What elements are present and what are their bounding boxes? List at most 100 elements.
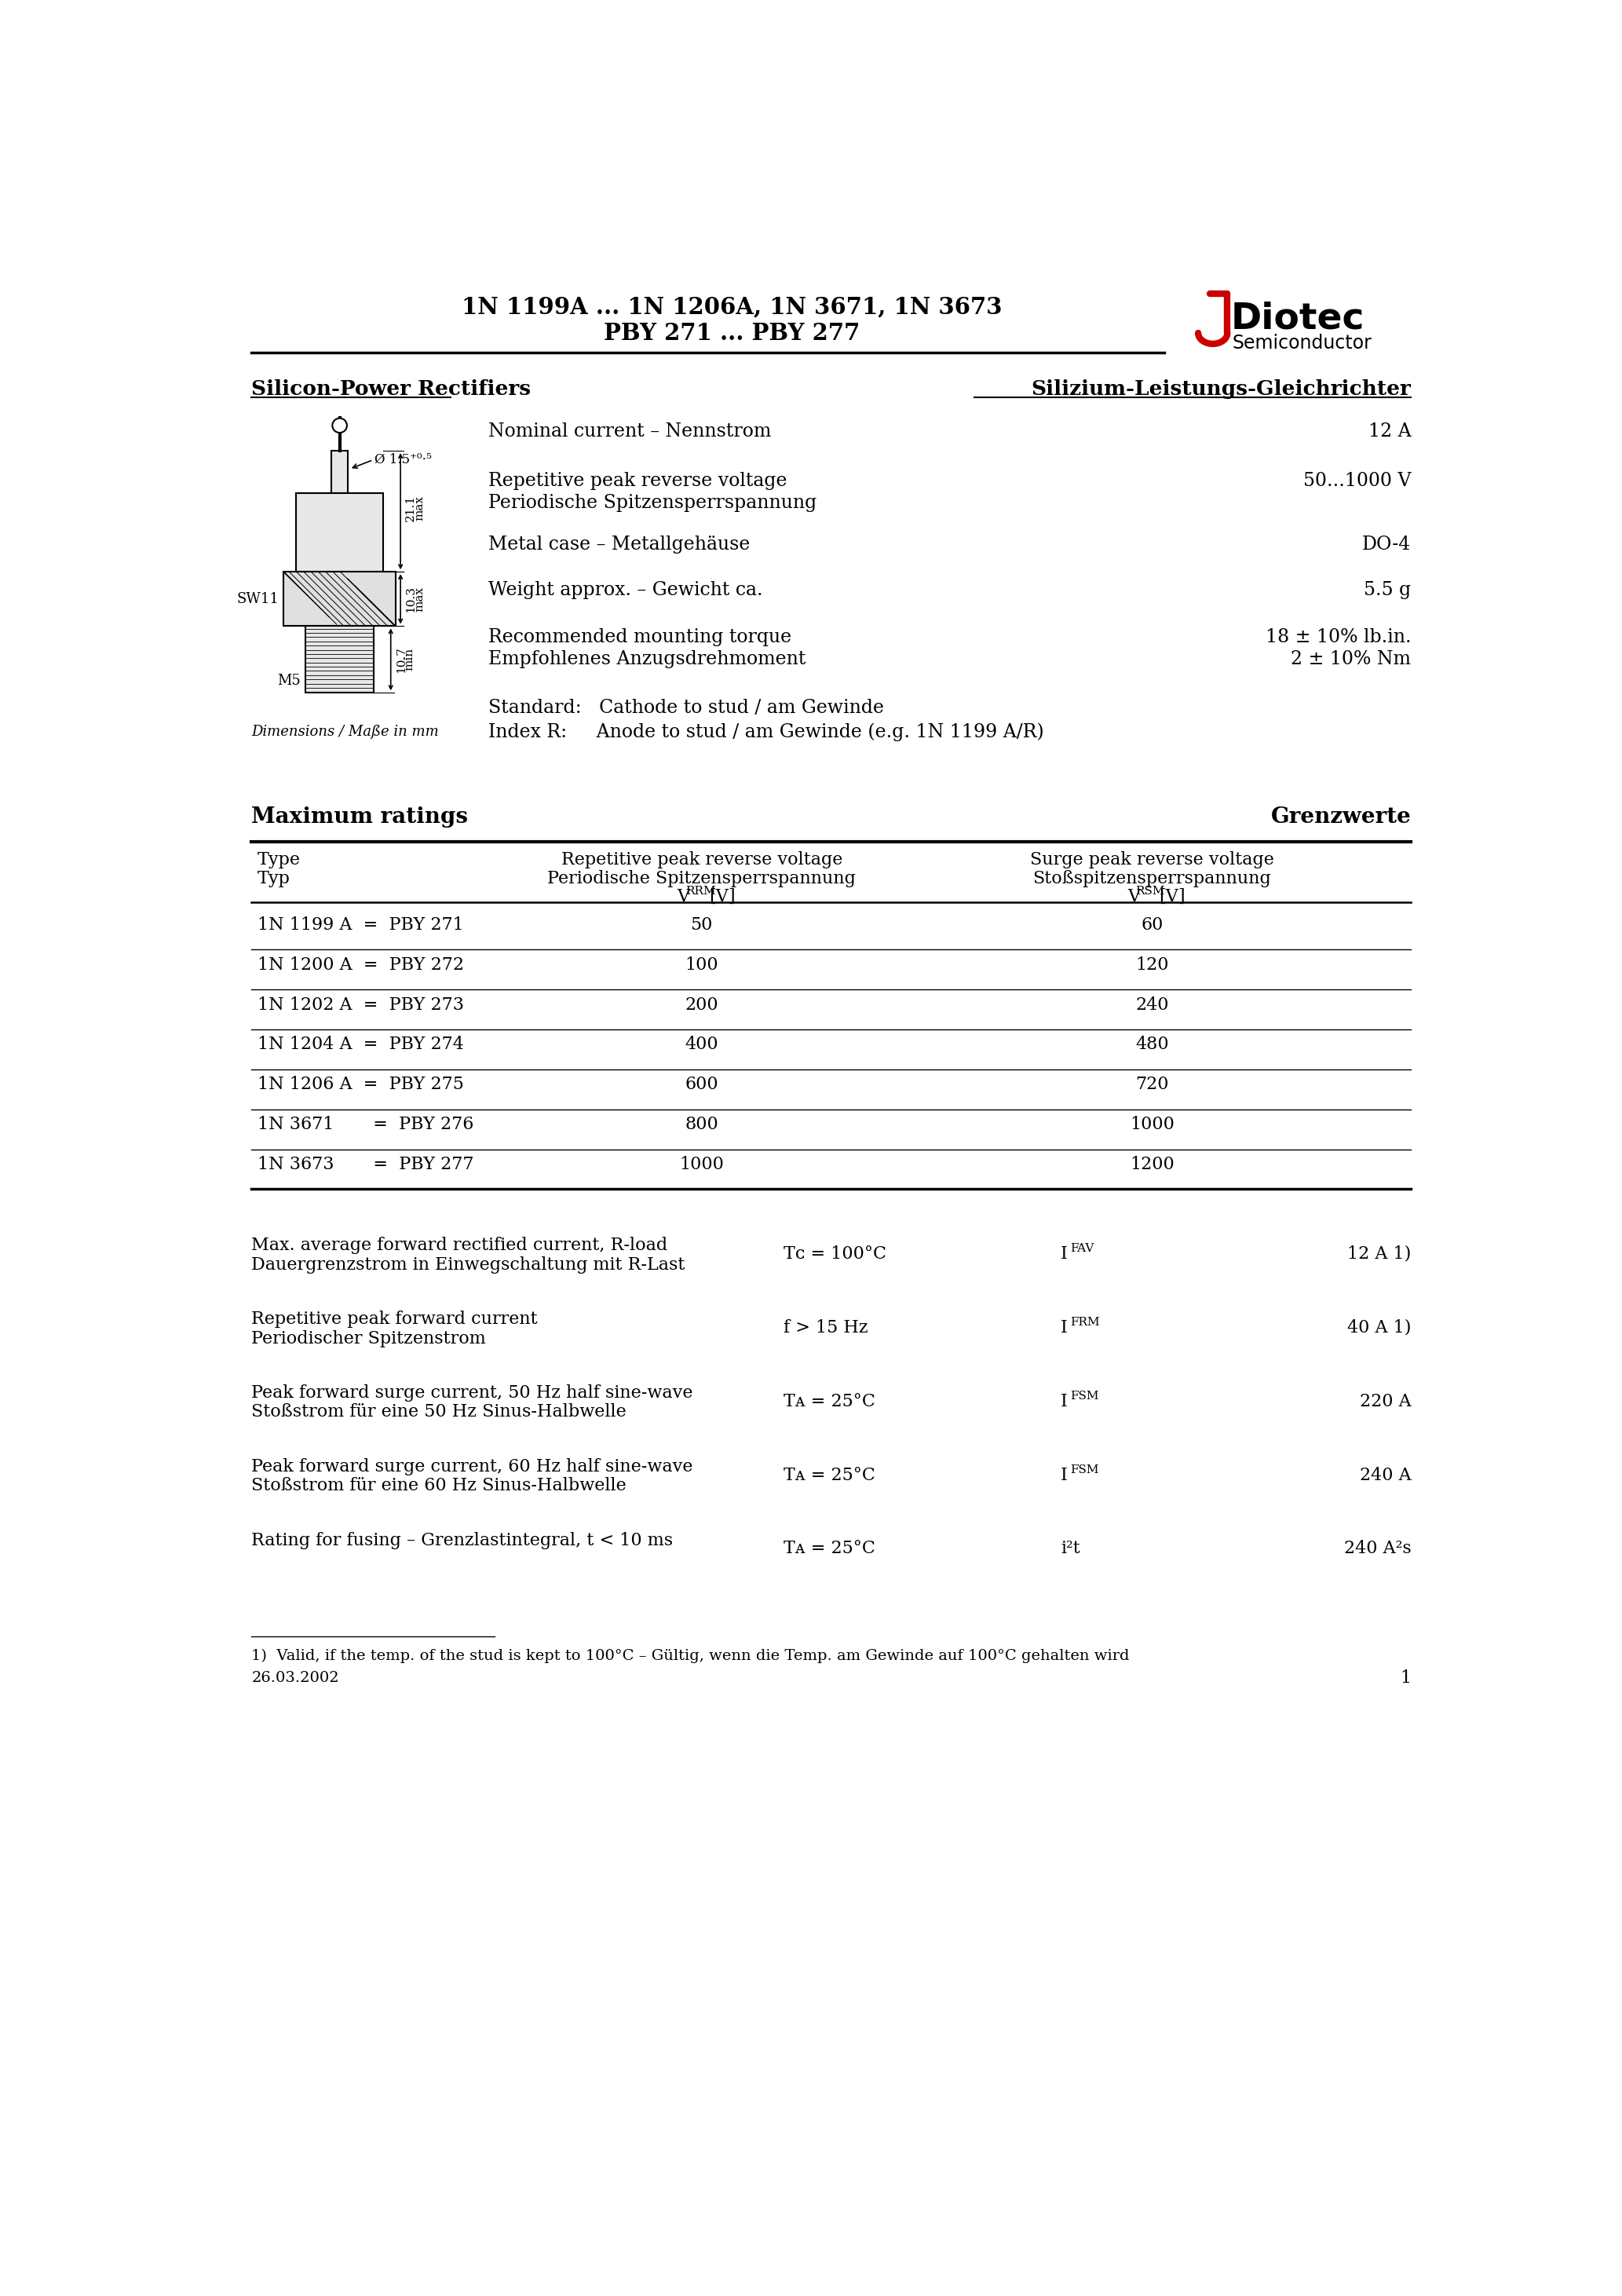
Text: f > 15 Hz: f > 15 Hz bbox=[783, 1318, 868, 1336]
Text: M5: M5 bbox=[277, 673, 300, 689]
Circle shape bbox=[333, 418, 347, 432]
Text: Diotec: Diotec bbox=[1231, 301, 1364, 338]
Text: 1)  Valid, if the temp. of the stud is kept to 100°C – Gültig, wenn die Temp. am: 1) Valid, if the temp. of the stud is ke… bbox=[251, 1649, 1129, 1662]
Text: Stoßspitzensperrspannung: Stoßspitzensperrspannung bbox=[1033, 870, 1272, 886]
Text: Repetitive peak reverse voltage: Repetitive peak reverse voltage bbox=[488, 473, 787, 489]
Text: 1N 3671       =  PBY 276: 1N 3671 = PBY 276 bbox=[258, 1116, 474, 1132]
Text: V: V bbox=[678, 889, 689, 905]
Text: Tᴀ = 25°C: Tᴀ = 25°C bbox=[783, 1467, 876, 1483]
Text: 1200: 1200 bbox=[1129, 1155, 1174, 1173]
Text: Nominal current – Nennstrom: Nominal current – Nennstrom bbox=[488, 422, 772, 441]
Text: Type: Type bbox=[258, 852, 300, 868]
Text: 800: 800 bbox=[684, 1116, 719, 1132]
Text: 21.1: 21.1 bbox=[406, 496, 417, 521]
Text: Periodischer Spitzenstrom: Periodischer Spitzenstrom bbox=[251, 1329, 487, 1348]
Text: Metal case – Metallgehäuse: Metal case – Metallgehäuse bbox=[488, 535, 751, 553]
Text: Typ: Typ bbox=[258, 870, 290, 886]
Text: min: min bbox=[404, 647, 415, 670]
Text: i²t: i²t bbox=[1061, 1541, 1080, 1557]
Text: Weight approx. – Gewicht ca.: Weight approx. – Gewicht ca. bbox=[488, 581, 764, 599]
Text: 1000: 1000 bbox=[680, 1155, 723, 1173]
Text: [V]: [V] bbox=[709, 889, 735, 905]
Text: 40 A 1): 40 A 1) bbox=[1348, 1318, 1411, 1336]
Bar bbox=[305, 627, 373, 693]
Text: 1N 1202 A  =  PBY 273: 1N 1202 A = PBY 273 bbox=[258, 996, 464, 1013]
Text: Empfohlenes Anzugsdrehmoment: Empfohlenes Anzugsdrehmoment bbox=[488, 650, 806, 668]
Text: 600: 600 bbox=[684, 1077, 719, 1093]
Text: 240: 240 bbox=[1135, 996, 1168, 1013]
Text: 60: 60 bbox=[1140, 916, 1163, 934]
Text: I: I bbox=[1061, 1244, 1067, 1263]
Text: Max. average forward rectified current, R-load: Max. average forward rectified current, … bbox=[251, 1238, 668, 1254]
Text: I: I bbox=[1061, 1467, 1067, 1483]
Text: 1000: 1000 bbox=[1129, 1116, 1174, 1132]
Text: Ø 1.5⁺⁰⋅⁵: Ø 1.5⁺⁰⋅⁵ bbox=[375, 452, 431, 466]
Text: Silicon-Power Rectifiers: Silicon-Power Rectifiers bbox=[251, 379, 530, 400]
Text: 18 ± 10% lb.in.: 18 ± 10% lb.in. bbox=[1265, 629, 1411, 645]
Text: 12 A: 12 A bbox=[1367, 422, 1411, 441]
Text: 240 A²s: 240 A²s bbox=[1343, 1541, 1411, 1557]
Text: 50: 50 bbox=[691, 916, 712, 934]
Text: Tᴀ = 25°C: Tᴀ = 25°C bbox=[783, 1541, 876, 1557]
Text: 220 A: 220 A bbox=[1359, 1394, 1411, 1410]
Text: 2 ± 10% Nm: 2 ± 10% Nm bbox=[1291, 650, 1411, 668]
Text: 400: 400 bbox=[684, 1035, 719, 1054]
Text: FSM: FSM bbox=[1071, 1391, 1100, 1401]
Text: I: I bbox=[1061, 1318, 1067, 1336]
Text: 1N 3673       =  PBY 277: 1N 3673 = PBY 277 bbox=[258, 1155, 474, 1173]
Text: Peak forward surge current, 50 Hz half sine-wave: Peak forward surge current, 50 Hz half s… bbox=[251, 1384, 693, 1401]
Text: 1N 1199 A  =  PBY 271: 1N 1199 A = PBY 271 bbox=[258, 916, 464, 934]
Text: 1N 1199A ... 1N 1206A, 1N 3671, 1N 3673: 1N 1199A ... 1N 1206A, 1N 3671, 1N 3673 bbox=[462, 296, 1002, 319]
Text: Dimensions / Maße in mm: Dimensions / Maße in mm bbox=[251, 726, 440, 739]
Text: 480: 480 bbox=[1135, 1035, 1169, 1054]
Text: 1: 1 bbox=[1400, 1669, 1411, 1685]
Text: 10.7: 10.7 bbox=[396, 645, 407, 673]
Text: Repetitive peak forward current: Repetitive peak forward current bbox=[251, 1311, 537, 1327]
Text: Grenzwerte: Grenzwerte bbox=[1270, 806, 1411, 827]
Text: [V]: [V] bbox=[1160, 889, 1186, 905]
Text: 50...1000 V: 50...1000 V bbox=[1302, 473, 1411, 489]
Text: 240 A: 240 A bbox=[1359, 1467, 1411, 1483]
Text: I: I bbox=[1061, 1394, 1067, 1410]
Text: PBY 271 ... PBY 277: PBY 271 ... PBY 277 bbox=[603, 321, 860, 344]
Text: DO-4: DO-4 bbox=[1362, 535, 1411, 553]
Text: 26.03.2002: 26.03.2002 bbox=[251, 1671, 339, 1685]
Text: SW11: SW11 bbox=[237, 592, 279, 606]
Text: 720: 720 bbox=[1135, 1077, 1168, 1093]
Text: Tᴄ = 100°C: Tᴄ = 100°C bbox=[783, 1244, 887, 1263]
Text: Stoßstrom für eine 50 Hz Sinus-Halbwelle: Stoßstrom für eine 50 Hz Sinus-Halbwelle bbox=[251, 1403, 626, 1421]
Text: Standard:   Cathode to stud / am Gewinde: Standard: Cathode to stud / am Gewinde bbox=[488, 698, 884, 716]
Text: Dauergrenzstrom in Einwegschaltung mit R-Last: Dauergrenzstrom in Einwegschaltung mit R… bbox=[251, 1256, 684, 1274]
Text: Maximum ratings: Maximum ratings bbox=[251, 806, 469, 827]
Bar bbox=[284, 572, 396, 627]
Text: 1N 1204 A  =  PBY 274: 1N 1204 A = PBY 274 bbox=[258, 1035, 464, 1054]
Text: 1N 1206 A  =  PBY 275: 1N 1206 A = PBY 275 bbox=[258, 1077, 464, 1093]
Text: FSM: FSM bbox=[1071, 1465, 1100, 1474]
Text: Tᴀ = 25°C: Tᴀ = 25°C bbox=[783, 1394, 876, 1410]
Text: RRM: RRM bbox=[684, 886, 715, 895]
Text: Silizium-Leistungs-Gleichrichter: Silizium-Leistungs-Gleichrichter bbox=[1032, 379, 1411, 400]
Text: 120: 120 bbox=[1135, 955, 1168, 974]
Text: 10.3: 10.3 bbox=[406, 585, 417, 613]
Text: Stoßstrom für eine 60 Hz Sinus-Halbwelle: Stoßstrom für eine 60 Hz Sinus-Halbwelle bbox=[251, 1476, 626, 1495]
Bar bbox=[295, 494, 383, 572]
Text: Semiconductor: Semiconductor bbox=[1233, 333, 1372, 354]
Text: 12 A 1): 12 A 1) bbox=[1348, 1244, 1411, 1263]
Text: Periodische Spitzensperrspannung: Periodische Spitzensperrspannung bbox=[548, 870, 856, 886]
Text: 100: 100 bbox=[684, 955, 719, 974]
Text: Index R:     Anode to stud / am Gewinde (e.g. 1N 1199 A/R): Index R: Anode to stud / am Gewinde (e.g… bbox=[488, 723, 1045, 742]
Text: max: max bbox=[414, 496, 425, 521]
Text: Surge peak reverse voltage: Surge peak reverse voltage bbox=[1030, 852, 1273, 868]
Text: FRM: FRM bbox=[1071, 1316, 1100, 1327]
Text: 200: 200 bbox=[684, 996, 719, 1013]
Text: Rating for fusing – Grenzlastintegral, t < 10 ms: Rating for fusing – Grenzlastintegral, t… bbox=[251, 1531, 673, 1550]
Text: 1N 1200 A  =  PBY 272: 1N 1200 A = PBY 272 bbox=[258, 955, 464, 974]
Text: Peak forward surge current, 60 Hz half sine-wave: Peak forward surge current, 60 Hz half s… bbox=[251, 1458, 693, 1476]
Text: V: V bbox=[1127, 889, 1140, 905]
Text: FAV: FAV bbox=[1071, 1242, 1095, 1254]
Text: 5.5 g: 5.5 g bbox=[1364, 581, 1411, 599]
Text: RSM: RSM bbox=[1135, 886, 1165, 895]
Text: Periodische Spitzensperrspannung: Periodische Spitzensperrspannung bbox=[488, 494, 817, 512]
Text: max: max bbox=[414, 585, 425, 611]
Text: Repetitive peak reverse voltage: Repetitive peak reverse voltage bbox=[561, 852, 842, 868]
